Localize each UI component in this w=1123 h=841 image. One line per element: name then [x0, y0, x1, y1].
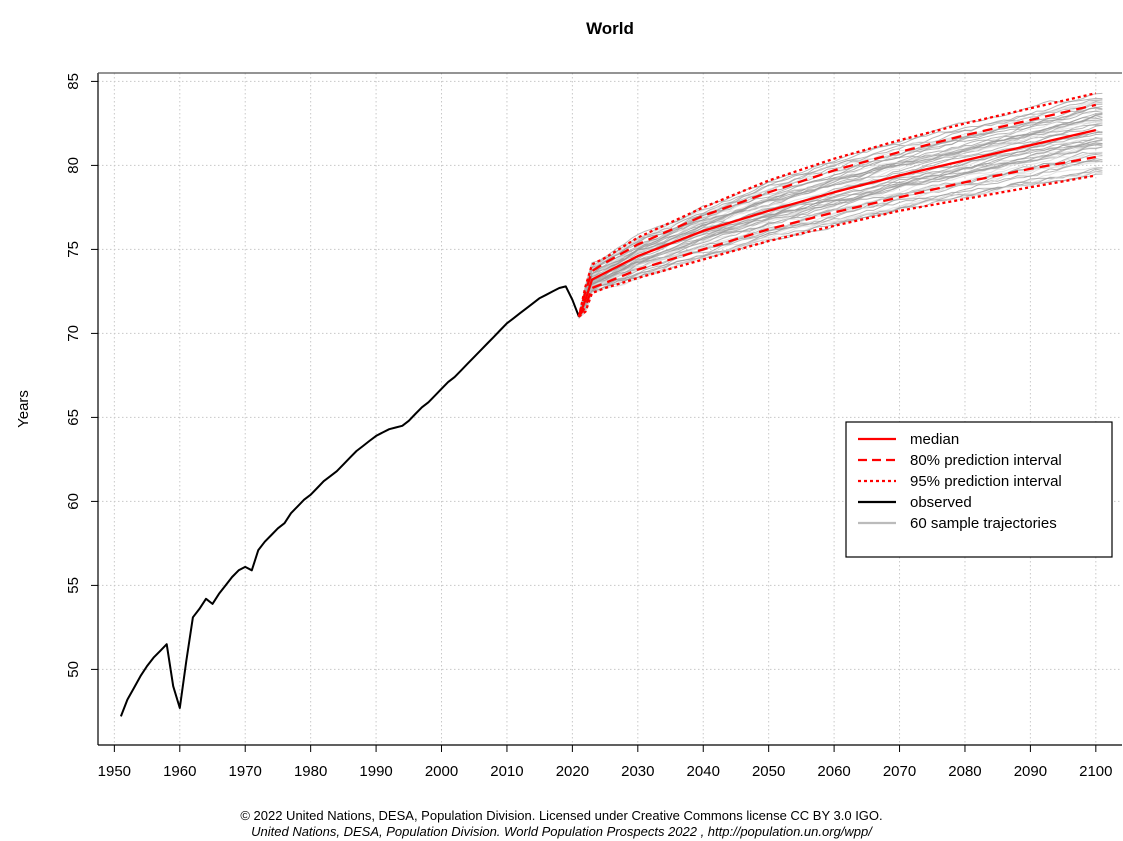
x-tick-label: 2100 — [1079, 763, 1112, 780]
y-tick-label: 60 — [65, 493, 82, 510]
x-tick-label: 2070 — [883, 763, 916, 780]
legend-box — [845, 421, 1113, 558]
legend: median 80% prediction interval 95% predict… — [845, 421, 1113, 558]
sample-trajectory — [578, 102, 1103, 317]
axes — [97, 72, 1122, 746]
x-tick-label: 1980 — [294, 763, 327, 780]
chart-title: World — [586, 19, 634, 38]
series-lines — [119, 92, 1097, 717]
sample-trajectory — [578, 99, 1103, 317]
x-tick-label: 2080 — [948, 763, 981, 780]
legend-label: 60 sample trajectories — [910, 515, 1057, 532]
y-tick-label: 70 — [65, 325, 82, 342]
y-axis-ticks: 50 55 60 65 70 75 80 85 — [65, 73, 98, 678]
copyright-notice: © 2022 United Nations, DESA, Population … — [240, 808, 883, 823]
series-line-80-prediction-interval-lower — [577, 155, 1097, 318]
x-tick-label: 2010 — [490, 763, 523, 780]
legend-label: 80% prediction interval — [910, 452, 1062, 469]
y-tick-label: 80 — [65, 157, 82, 174]
sample-trajectory — [578, 173, 1103, 319]
x-axis-ticks: 1950 1960 1970 1980 1990 2000 2010 2020 2030 2040… — [98, 745, 1113, 780]
sample-trajectory — [578, 117, 1103, 319]
series-line-95-prediction-interval-upper — [577, 92, 1097, 317]
y-tick-label: 55 — [65, 577, 82, 594]
x-tick-label: 1970 — [229, 763, 262, 780]
x-tick-label: 2000 — [425, 763, 458, 780]
source-citation: United Nations, DESA, Population Divisio… — [251, 824, 872, 839]
sample-trajectory — [578, 121, 1103, 317]
sample-trajectory — [578, 139, 1103, 318]
x-tick-label: 1990 — [359, 763, 392, 780]
series-line-median — [577, 128, 1097, 318]
sample-trajectory — [578, 110, 1103, 316]
x-tick-label: 2050 — [752, 763, 785, 780]
sample-trajectory — [578, 115, 1103, 316]
legend-label: 95% prediction interval — [910, 473, 1062, 490]
sample-trajectory — [578, 151, 1103, 316]
sample-trajectory — [578, 101, 1103, 319]
sample-trajectory — [578, 99, 1103, 317]
sample-trajectories — [578, 92, 1103, 319]
legend-label: median — [910, 431, 959, 448]
series-line-80-prediction-interval-upper — [577, 103, 1097, 317]
series-line-95-prediction-interval-lower — [578, 174, 1097, 318]
sample-trajectory — [578, 131, 1103, 316]
x-tick-label: 2060 — [817, 763, 850, 780]
y-tick-label: 50 — [65, 661, 82, 678]
x-tick-label: 1960 — [163, 763, 196, 780]
y-tick-label: 65 — [65, 409, 82, 426]
sample-trajectory — [578, 170, 1103, 318]
sample-trajectory — [578, 153, 1103, 317]
sample-trajectory — [578, 142, 1103, 317]
x-tick-label: 2090 — [1014, 763, 1047, 780]
sample-trajectory — [578, 143, 1103, 316]
y-tick-label: 75 — [65, 241, 82, 258]
y-tick-label: 85 — [65, 73, 82, 90]
x-tick-label: 2030 — [621, 763, 654, 780]
y-axis-label: Years — [15, 390, 32, 428]
sample-trajectory — [578, 113, 1103, 318]
sample-trajectory — [578, 159, 1103, 317]
sample-trajectory — [578, 146, 1103, 318]
x-tick-label: 1950 — [98, 763, 131, 780]
x-tick-label: 2040 — [687, 763, 720, 780]
x-tick-label: 2020 — [556, 763, 589, 780]
legend-label: observed — [910, 494, 972, 511]
series-line-observed — [119, 285, 580, 717]
